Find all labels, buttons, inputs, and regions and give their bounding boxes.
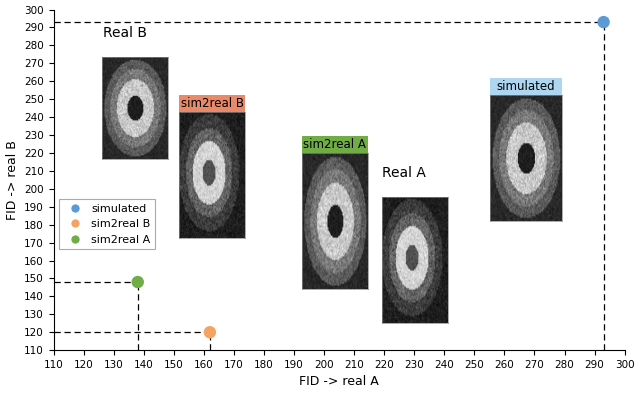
- Text: sim2real A: sim2real A: [303, 138, 366, 151]
- Point: [598, 19, 609, 25]
- X-axis label: FID -> real A: FID -> real A: [300, 375, 379, 388]
- Y-axis label: FID -> real B: FID -> real B: [6, 140, 19, 220]
- Text: sim2real B: sim2real B: [180, 97, 244, 110]
- Point: [132, 279, 143, 285]
- Legend: simulated, sim2real B, sim2real A: simulated, sim2real B, sim2real A: [59, 199, 155, 249]
- Text: Real B: Real B: [102, 26, 147, 40]
- Point: [205, 329, 215, 335]
- Text: Real A: Real A: [382, 165, 426, 180]
- Text: simulated: simulated: [497, 80, 556, 93]
